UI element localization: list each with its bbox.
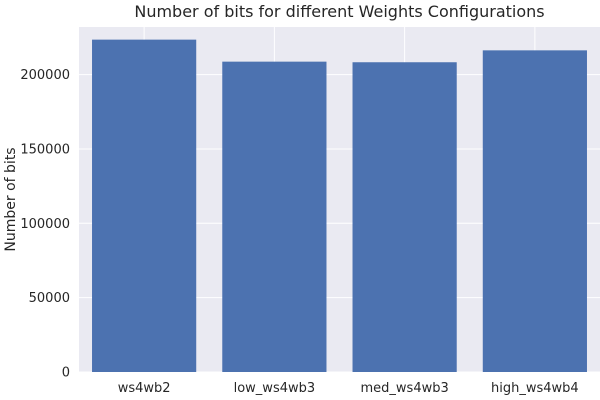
x-tick-label: high_ws4wb4	[491, 381, 579, 396]
bars	[92, 39, 587, 373]
y-tick-label: 100000	[20, 217, 70, 232]
y-axis-label: Number of bits	[3, 147, 19, 251]
y-tick-label: 200000	[20, 68, 70, 83]
x-tick-label: low_ws4wb3	[234, 381, 316, 396]
y-tick-label: 150000	[20, 142, 70, 157]
y-tick-label: 0	[62, 366, 70, 381]
y-axis-ticks: 0 50000 100000 150000 200000	[20, 68, 70, 380]
chart-title: Number of bits for different Weights Con…	[134, 2, 544, 21]
bar-med_ws4wb3	[352, 62, 457, 373]
x-axis-ticks: ws4wb2 low_ws4wb3 med_ws4wb3 high_ws4wb4	[118, 381, 579, 396]
y-tick-label: 50000	[29, 291, 70, 306]
x-tick-label: ws4wb2	[118, 381, 171, 396]
x-tick-label: med_ws4wb3	[361, 381, 449, 396]
bar-high_ws4wb4	[482, 50, 587, 372]
bar-low_ws4wb3	[222, 61, 327, 372]
bar-ws4wb2	[92, 39, 197, 373]
